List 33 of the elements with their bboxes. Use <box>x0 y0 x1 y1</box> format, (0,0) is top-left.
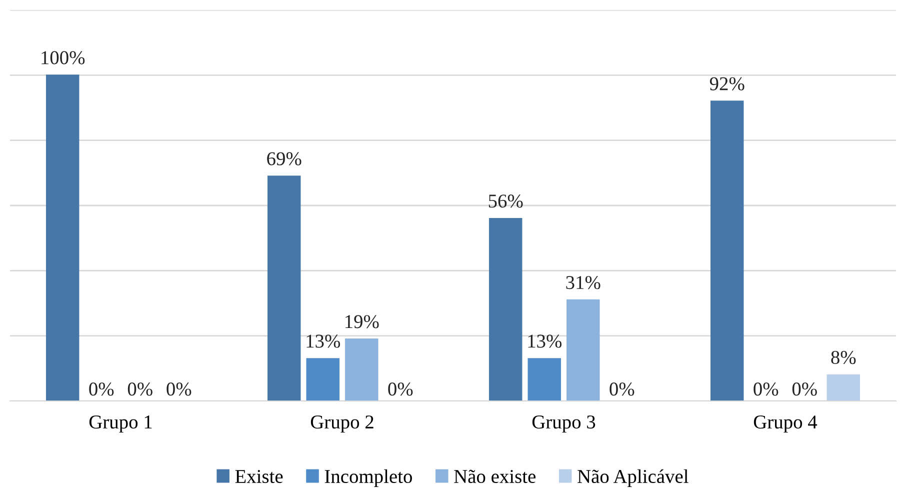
bar <box>488 218 522 401</box>
bar <box>46 74 80 401</box>
x-tick-label: Grupo 3 <box>532 416 596 433</box>
data-label: 0% <box>610 382 634 396</box>
data-label: 8% <box>831 350 856 364</box>
legend-label: Não existe <box>454 470 536 484</box>
data-label: 0% <box>388 382 413 396</box>
data-label: 19% <box>346 315 379 328</box>
legend-label: Existe <box>235 470 283 484</box>
legend-label: Incompleto <box>324 469 412 487</box>
bar <box>826 374 860 401</box>
data-label: 100% <box>42 51 85 64</box>
x-tick-label: Grupo 1 <box>89 416 152 433</box>
data-label: 13% <box>528 334 562 348</box>
bar <box>710 100 744 401</box>
data-label: 92% <box>710 77 744 90</box>
data-label: 0% <box>792 382 817 396</box>
data-label: 31% <box>566 276 600 290</box>
legend-label: Não Aplicável <box>578 469 688 487</box>
data-label: 0% <box>754 382 778 396</box>
data-label: 13% <box>306 334 340 348</box>
bar <box>528 358 561 401</box>
bar <box>267 176 301 401</box>
bar <box>345 338 378 401</box>
data-label: 69% <box>267 152 302 166</box>
bar <box>566 299 600 401</box>
x-tick-label: Grupo 2 <box>310 416 374 433</box>
data-label: 0% <box>89 382 114 396</box>
data-label: 0% <box>166 382 192 396</box>
data-label: 0% <box>128 382 152 396</box>
bar <box>306 358 340 401</box>
x-tick-label: Grupo 4 <box>754 416 818 433</box>
data-label: 56% <box>488 194 523 208</box>
